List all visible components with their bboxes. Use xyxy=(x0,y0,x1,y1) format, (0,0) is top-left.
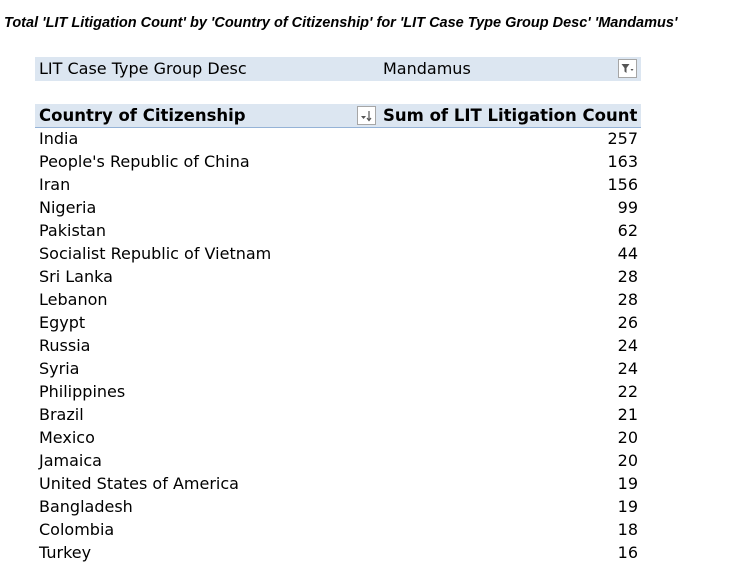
table-row: Jamaica 20 xyxy=(35,449,641,472)
country-cell: Egypt xyxy=(39,313,86,332)
country-cell: Mexico xyxy=(39,428,95,447)
country-cell: Pakistan xyxy=(39,221,106,240)
table-row: India 257 xyxy=(35,127,641,150)
country-cell: Lebanon xyxy=(39,290,108,309)
country-cell: Sri Lanka xyxy=(39,267,113,286)
report-title: Total 'LIT Litigation Count' by 'Country… xyxy=(4,15,678,31)
count-cell: 20 xyxy=(617,451,638,470)
table-row: Iran 156 xyxy=(35,173,641,196)
column-header-country: Country of Citizenship xyxy=(39,106,246,125)
count-cell: 99 xyxy=(617,198,638,217)
filter-dropdown-icon xyxy=(621,63,634,75)
country-cell: India xyxy=(39,129,79,148)
report-filter-row: LIT Case Type Group Desc Mandamus xyxy=(35,57,641,81)
country-cell: Turkey xyxy=(39,543,92,562)
count-cell: 24 xyxy=(617,336,638,355)
count-cell: 163 xyxy=(607,152,638,171)
count-cell: 24 xyxy=(617,359,638,378)
country-cell: Bangladesh xyxy=(39,497,133,516)
table-header-row: Country of Citizenship Sum of LIT Litiga… xyxy=(35,104,641,128)
count-cell: 26 xyxy=(617,313,638,332)
country-cell: Colombia xyxy=(39,520,115,539)
count-cell: 28 xyxy=(617,267,638,286)
country-cell: People's Republic of China xyxy=(39,152,250,171)
table-row: Egypt 26 xyxy=(35,311,641,334)
country-cell: United States of America xyxy=(39,474,239,493)
count-cell: 18 xyxy=(617,520,638,539)
country-sort-dropdown-button[interactable] xyxy=(357,106,376,125)
country-cell: Iran xyxy=(39,175,71,194)
count-cell: 19 xyxy=(617,474,638,493)
table-row: Socialist Republic of Vietnam 44 xyxy=(35,242,641,265)
count-cell: 19 xyxy=(617,497,638,516)
table-row: Bangladesh 19 xyxy=(35,495,641,518)
filter-value: Mandamus xyxy=(383,59,471,78)
table-row: Lebanon 28 xyxy=(35,288,641,311)
table-row: Nigeria 99 xyxy=(35,196,641,219)
country-cell: Nigeria xyxy=(39,198,97,217)
pivot-table-body: India 257 People's Republic of China 163 I… xyxy=(35,127,641,564)
column-header-sum: Sum of LIT Litigation Count xyxy=(383,106,638,125)
table-row: Sri Lanka 28 xyxy=(35,265,641,288)
count-cell: 257 xyxy=(607,129,638,148)
table-row: United States of America 19 xyxy=(35,472,641,495)
count-cell: 44 xyxy=(617,244,638,263)
table-row: Mexico 20 xyxy=(35,426,641,449)
table-row: Brazil 21 xyxy=(35,403,641,426)
country-cell: Russia xyxy=(39,336,91,355)
count-cell: 156 xyxy=(607,175,638,194)
filter-label: LIT Case Type Group Desc xyxy=(39,59,247,78)
count-cell: 28 xyxy=(617,290,638,309)
count-cell: 21 xyxy=(617,405,638,424)
table-row: Turkey 16 xyxy=(35,541,641,564)
country-cell: Jamaica xyxy=(39,451,102,470)
country-cell: Socialist Republic of Vietnam xyxy=(39,244,272,263)
count-cell: 22 xyxy=(617,382,638,401)
country-cell: Philippines xyxy=(39,382,126,401)
count-cell: 20 xyxy=(617,428,638,447)
table-row: Pakistan 62 xyxy=(35,219,641,242)
table-row: Philippines 22 xyxy=(35,380,641,403)
count-cell: 16 xyxy=(617,543,638,562)
count-cell: 62 xyxy=(617,221,638,240)
filter-dropdown-button[interactable] xyxy=(618,59,637,78)
table-row: People's Republic of China 163 xyxy=(35,150,641,173)
country-cell: Brazil xyxy=(39,405,84,424)
country-cell: Syria xyxy=(39,359,80,378)
table-row: Colombia 18 xyxy=(35,518,641,541)
sort-descending-icon xyxy=(360,110,373,122)
table-row: Syria 24 xyxy=(35,357,641,380)
table-row: Russia 24 xyxy=(35,334,641,357)
